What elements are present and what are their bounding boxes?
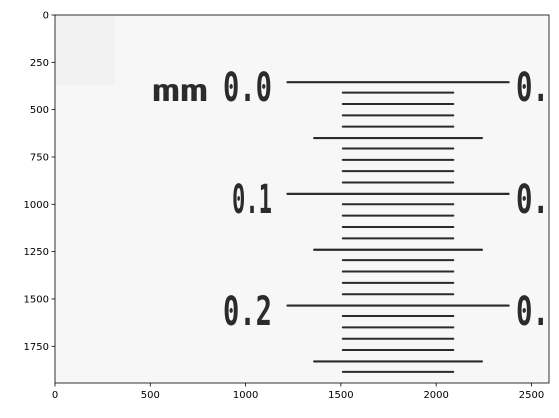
y-tick-label-3: 750 bbox=[30, 152, 49, 163]
scale-label-right-3: 0. bbox=[516, 289, 549, 335]
x-tick-label-1: 500 bbox=[141, 390, 160, 401]
image-speckle-region bbox=[55, 15, 115, 85]
y-tick-label-1: 250 bbox=[30, 58, 49, 69]
y-tick-label-6: 1500 bbox=[24, 294, 49, 305]
y-tick-label-7: 1750 bbox=[24, 342, 49, 353]
x-tick-label-3: 1500 bbox=[328, 390, 353, 401]
graduation-lines bbox=[286, 81, 510, 373]
scale-label-right-1: 0. bbox=[516, 65, 549, 111]
unit-label-mm: mm bbox=[152, 74, 208, 109]
scale-label-right-2: 0. bbox=[516, 177, 549, 223]
y-tick-label-5: 1250 bbox=[24, 247, 49, 258]
x-tick-label-5: 2500 bbox=[519, 390, 544, 401]
scale-label-0-2: 0.2 bbox=[223, 289, 272, 335]
plot-frame bbox=[54, 14, 550, 384]
x-tick-label-0: 0 bbox=[52, 390, 58, 401]
y-tick-label-4: 1000 bbox=[24, 200, 49, 211]
axes: 0 500 1000 1500 2000 2500 0 250 500 750 1000 1250 15… bbox=[24, 11, 545, 402]
image-background bbox=[55, 15, 549, 383]
scale-labels: mm 0.0 0.1 0.2 0. 0. 0. bbox=[152, 65, 549, 335]
y-tick-label-2: 500 bbox=[30, 105, 49, 116]
scale-label-0-1: 0.1 bbox=[232, 177, 272, 223]
y-tick-label-0: 0 bbox=[43, 11, 49, 22]
x-tick-label-4: 2000 bbox=[423, 390, 448, 401]
plot-area: mm 0.0 0.1 0.2 0. 0. 0. bbox=[54, 14, 550, 384]
x-tick-label-2: 1000 bbox=[233, 390, 258, 401]
scale-label-0-0: 0.0 bbox=[223, 65, 272, 111]
